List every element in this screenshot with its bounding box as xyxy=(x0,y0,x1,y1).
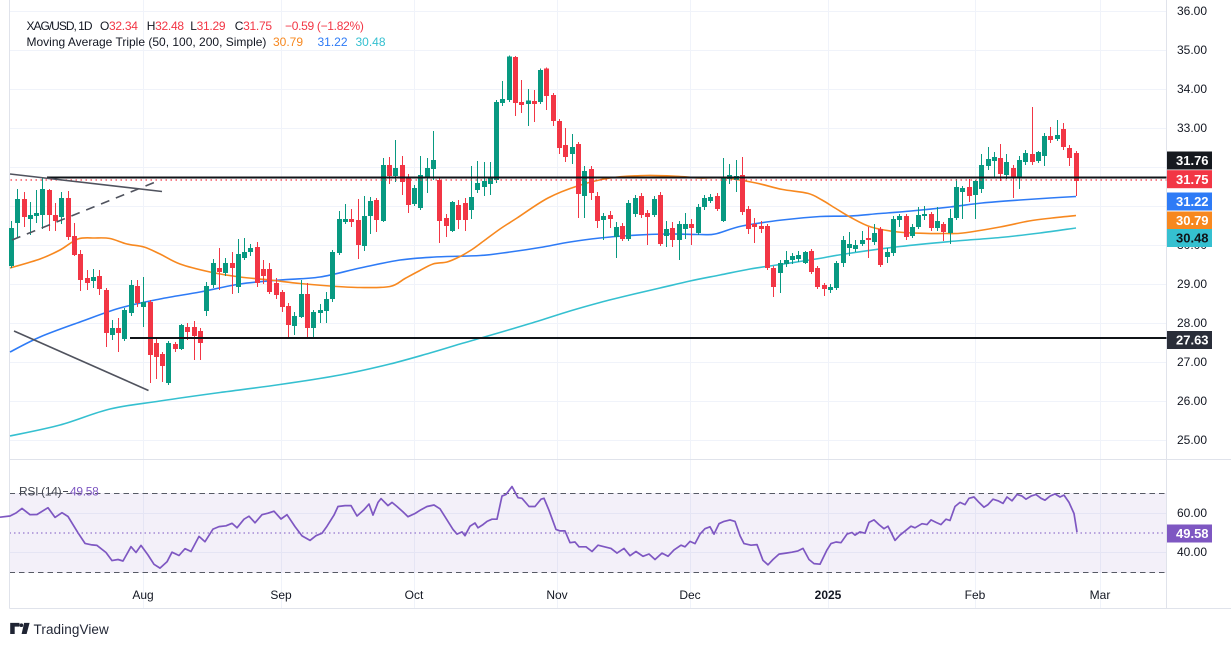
svg-text:Sep: Sep xyxy=(270,588,292,602)
svg-text:Aug: Aug xyxy=(132,588,153,602)
svg-text:Nov: Nov xyxy=(546,588,567,602)
svg-text:RSI (14): RSI (14) xyxy=(19,485,62,499)
svg-text:27.63: 27.63 xyxy=(1176,333,1209,348)
svg-text:35.00: 35.00 xyxy=(1177,43,1207,57)
svg-text:Moving Average Triple (50, 100: Moving Average Triple (50, 100, 200, Sim… xyxy=(27,35,386,49)
svg-text:26.00: 26.00 xyxy=(1177,394,1207,408)
svg-text:49.58: 49.58 xyxy=(1176,526,1209,541)
svg-text:29.00: 29.00 xyxy=(1177,277,1207,291)
svg-text:2025: 2025 xyxy=(815,588,842,602)
svg-text:30.48: 30.48 xyxy=(1176,231,1209,246)
svg-text:30.79: 30.79 xyxy=(1176,213,1209,228)
svg-text:34.00: 34.00 xyxy=(1177,82,1207,96)
svg-text:Oct: Oct xyxy=(405,588,424,602)
svg-text:Feb: Feb xyxy=(965,588,986,602)
svg-text:31.22: 31.22 xyxy=(1176,194,1209,209)
svg-text:31.75: 31.75 xyxy=(1176,172,1209,187)
svg-text:28.00: 28.00 xyxy=(1177,316,1207,330)
svg-text:Mar: Mar xyxy=(1090,588,1111,602)
svg-text:36.00: 36.00 xyxy=(1177,4,1207,18)
svg-text:25.00: 25.00 xyxy=(1177,433,1207,447)
svg-text:60.00: 60.00 xyxy=(1177,506,1207,520)
svg-text:31.76: 31.76 xyxy=(1176,153,1209,168)
svg-text:40.00: 40.00 xyxy=(1177,545,1207,559)
svg-text:33.00: 33.00 xyxy=(1177,121,1207,135)
svg-text:TradingView: TradingView xyxy=(34,622,110,637)
svg-text:27.00: 27.00 xyxy=(1177,355,1207,369)
svg-text:Dec: Dec xyxy=(679,588,700,602)
svg-text:49.58: 49.58 xyxy=(70,485,99,499)
